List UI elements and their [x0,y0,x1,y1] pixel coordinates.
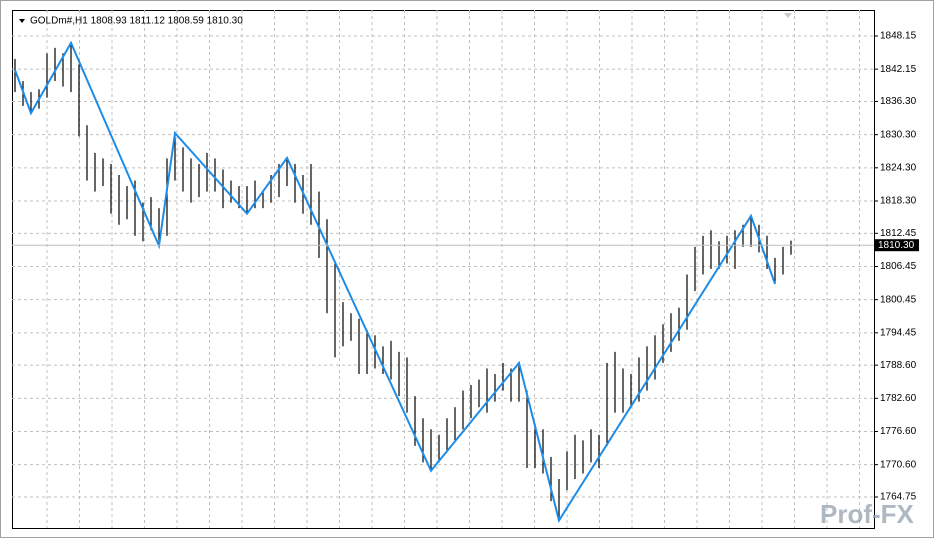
zigzag-line [14,40,776,523]
current-price-label: 1810.30 [878,240,915,251]
y-tick-label: 1788.60 [880,360,917,371]
y-tick-label: 1800.45 [880,294,917,305]
y-tick-label: 1830.30 [880,129,917,140]
y-tick-label: 1770.60 [880,459,917,470]
y-tick-label: 1848.15 [880,31,917,42]
y-tick-label: 1824.30 [880,162,917,173]
y-tick-label: 1782.60 [880,393,917,404]
y-tick-label: 1818.30 [880,196,917,207]
y-tick-label: 1812.45 [880,228,917,239]
shift-marker [784,13,792,18]
current-price-box [875,239,919,252]
y-tick-label: 1776.60 [880,426,917,437]
menu-triangle[interactable] [19,19,25,23]
plot-frame [12,10,875,529]
watermark: Prof-FX [820,499,915,529]
chart-title: GOLDm#,H1 1808.93 1811.12 1808.59 1810.3… [30,16,243,27]
y-tick-label: 1764.75 [880,492,917,503]
y-tick-label: 1836.30 [880,96,917,107]
y-tick-label: 1842.15 [880,64,917,75]
y-tick-label: 1806.45 [880,261,917,272]
y-tick-label: 1794.45 [880,327,917,338]
